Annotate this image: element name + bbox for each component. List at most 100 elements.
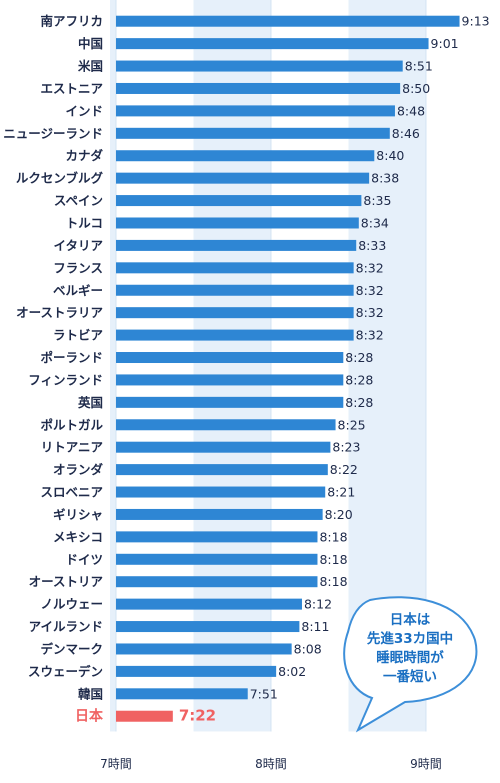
category-label: フランス: [53, 260, 103, 275]
category-label: デンマーク: [40, 641, 103, 656]
value-label: 8:50: [402, 81, 430, 96]
bars: [116, 15, 460, 722]
category-label: 韓国: [78, 686, 103, 701]
value-label: 8:28: [345, 350, 373, 365]
bar: [116, 621, 300, 633]
value-label: 8:23: [332, 440, 360, 455]
category-label: スロベニア: [40, 485, 103, 500]
bar: [116, 307, 354, 319]
x-tick-label: 8時間: [255, 757, 287, 771]
bar: [116, 195, 362, 207]
bar: [116, 553, 318, 565]
value-label: 8:38: [371, 171, 399, 186]
bar: [116, 172, 370, 184]
value-label: 9:13: [462, 14, 490, 29]
category-labels: 南アフリカ中国米国エストニアインドニュージーランドカナダルクセンブルグスペイント…: [3, 14, 104, 725]
value-label: 8:18: [319, 552, 347, 567]
value-label: 8:22: [330, 462, 358, 477]
category-label: カナダ: [65, 148, 103, 163]
category-label: スウェーデン: [28, 664, 103, 679]
bar: [116, 396, 344, 408]
bar: [116, 486, 326, 498]
bar: [116, 419, 336, 431]
category-label: イタリア: [53, 238, 103, 253]
bar: [116, 576, 318, 588]
category-label: ポーランド: [40, 350, 103, 365]
value-label: 8:20: [325, 507, 353, 522]
value-label: 7:51: [250, 686, 278, 701]
bar: [116, 105, 395, 117]
bar: [116, 665, 277, 677]
bar: [116, 531, 318, 543]
value-labels: 9:139:01 8:51 8:50 8:48 8:46 8:40 8:38 8:35 8:34…: [179, 14, 490, 725]
value-label: 8:32: [356, 305, 384, 320]
callout-line-1: 日本は: [390, 611, 431, 628]
category-label: 南アフリカ: [40, 14, 103, 29]
bar: [116, 688, 248, 700]
bar: [116, 508, 323, 520]
bar: [116, 127, 390, 139]
value-label: 8:02: [278, 664, 306, 679]
value-label: 9:01: [431, 36, 459, 51]
category-label: ベルギー: [53, 283, 103, 298]
value-label: 7:22: [179, 707, 216, 725]
category-label: メキシコ: [53, 529, 103, 544]
category-label: 中国: [78, 36, 103, 51]
value-label: 8:28: [345, 372, 373, 387]
category-label: スペイン: [54, 193, 103, 208]
value-label: 8:18: [319, 529, 347, 544]
value-label: 8:34: [361, 215, 389, 230]
bar: [116, 60, 403, 72]
bar: [116, 374, 344, 386]
callout-line-2: 先進33カ国中: [367, 630, 453, 647]
category-label: リトアニア: [41, 440, 103, 455]
bar: [116, 352, 344, 364]
bar: [116, 239, 357, 251]
value-label: 8:35: [363, 193, 391, 208]
category-label: 日本: [75, 708, 104, 725]
category-label: トルコ: [66, 215, 103, 230]
value-label: 8:32: [356, 283, 384, 298]
value-label: 8:32: [356, 328, 384, 343]
value-label: 8:12: [304, 597, 332, 612]
band: [110, 0, 116, 732]
callout-line-4: 一番短い: [383, 668, 437, 685]
category-label: インド: [65, 103, 103, 118]
bar: [116, 15, 460, 27]
value-label: 8:21: [327, 485, 355, 500]
callout-shape: [343, 596, 478, 733]
value-label: 8:18: [319, 574, 347, 589]
bar: [116, 441, 331, 453]
bar: [116, 38, 429, 50]
bar: [116, 217, 359, 229]
bar: [116, 643, 292, 655]
bar: [116, 82, 401, 94]
bar: [116, 464, 328, 476]
x-axis-ticks: 7時間 8時間 9時間: [100, 757, 442, 771]
category-label: ニュージーランド: [3, 126, 103, 141]
category-label: ルクセンブルグ: [16, 171, 104, 186]
background-bands: [110, 0, 426, 732]
category-label: 米国: [77, 59, 103, 74]
value-label: 8:25: [338, 417, 366, 432]
bar: [116, 284, 354, 296]
bar: [116, 150, 375, 162]
value-label: 8:11: [301, 619, 329, 634]
value-label: 8:51: [405, 59, 433, 74]
bar: [116, 329, 354, 341]
category-label: ドイツ: [65, 552, 103, 567]
category-label: オーストラリア: [16, 305, 103, 320]
bar: [116, 262, 354, 274]
value-label: 8:08: [294, 641, 322, 656]
value-label: 8:46: [392, 126, 420, 141]
category-label: ポルトガル: [40, 417, 103, 432]
category-label: オランダ: [53, 462, 104, 477]
category-label: ノルウェー: [40, 597, 103, 612]
callout-bubble: 日本は 先進33カ国中 睡眠時間が 一番短い: [343, 596, 478, 733]
value-label: 8:48: [397, 103, 425, 118]
callout-line-3: 睡眠時間が: [376, 649, 444, 666]
x-tick-label: 7時間: [100, 757, 132, 771]
bar-highlight: [116, 710, 173, 722]
category-label: 英国: [78, 395, 103, 410]
